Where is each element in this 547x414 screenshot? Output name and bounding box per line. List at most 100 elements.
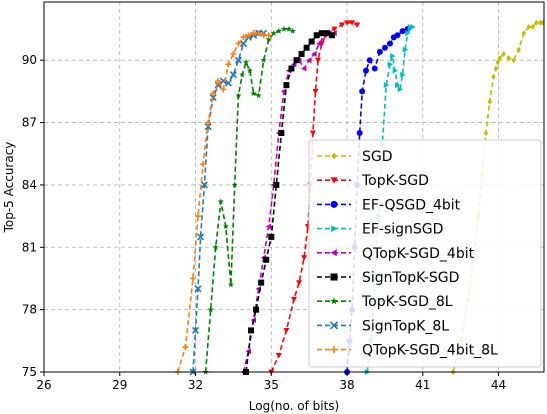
legend-swatch-marker bbox=[331, 225, 338, 233]
legend-label: SignTopK_8L bbox=[362, 318, 449, 334]
data-point-qtopk-sgd-4bit-8l bbox=[205, 119, 212, 126]
x-tick-label: 38 bbox=[339, 378, 354, 392]
data-point-signtopk-sgd bbox=[318, 30, 325, 37]
data-point-signtopk-8l bbox=[204, 123, 212, 131]
data-point-topk-sgd-8l bbox=[235, 92, 242, 99]
legend-label: EF-QSGD_4bit bbox=[362, 197, 461, 213]
data-point-sgd bbox=[511, 57, 516, 64]
y-tick-label: 84 bbox=[22, 178, 37, 192]
data-point-qtopk-sgd-4bit-8l bbox=[220, 86, 227, 93]
data-point-signtopk-sgd bbox=[313, 32, 320, 39]
data-point-topk-sgd bbox=[349, 20, 356, 26]
y-tick-label: 78 bbox=[22, 303, 37, 317]
data-point-sgd bbox=[487, 98, 492, 105]
legend-entry-signtopk-sgd: SignTopK-SGD bbox=[317, 270, 459, 286]
data-point-topk-sgd-8l bbox=[265, 36, 272, 43]
data-point-ef-qsgd-4bit bbox=[371, 65, 378, 72]
data-point-signtopk-sgd bbox=[328, 32, 335, 39]
data-point-topk-sgd-8l bbox=[280, 25, 288, 32]
data-point-topk-sgd bbox=[331, 26, 338, 33]
y-tick-label: 90 bbox=[22, 53, 37, 67]
data-point-signtopk-8l bbox=[229, 71, 237, 79]
data-point-signtopk-sgd bbox=[293, 57, 300, 64]
legend-entry-qtopk-sgd-4bit: QTopK-SGD_4bit bbox=[317, 246, 475, 262]
data-point-qtopk-sgd-4bit-8l bbox=[250, 30, 257, 37]
data-point-topk-sgd-8l bbox=[270, 29, 277, 36]
data-point-topk-sgd bbox=[275, 352, 282, 359]
legend-swatch-marker bbox=[330, 200, 338, 208]
data-point-topk-sgd bbox=[344, 20, 351, 26]
data-point-sgd bbox=[506, 55, 511, 62]
data-point-topk-sgd bbox=[301, 255, 308, 261]
x-tick-label: 35 bbox=[264, 378, 279, 392]
data-point-qtopk-sgd-4bit-8l bbox=[210, 90, 217, 97]
legend-entry-ef-qsgd-4bit: EF-QSGD_4bit bbox=[317, 197, 461, 213]
data-point-topk-sgd-8l bbox=[289, 27, 296, 34]
data-point-qtopk-sgd-4bit-8l bbox=[240, 34, 247, 41]
legend-label: SGD bbox=[362, 149, 393, 165]
data-point-sgd bbox=[493, 65, 499, 72]
data-point-signtopk-8l bbox=[191, 326, 200, 334]
x-tick-label: 32 bbox=[188, 378, 203, 392]
axes-layer bbox=[43, 1, 545, 373]
data-point-sgd bbox=[537, 19, 543, 26]
series-topk-sgd-8l bbox=[202, 25, 296, 375]
legend-label: SignTopK-SGD bbox=[362, 270, 459, 286]
data-point-signtopk-sgd bbox=[253, 306, 260, 313]
x-tick-label: 41 bbox=[415, 378, 430, 392]
data-point-qtopk-sgd-4bit bbox=[311, 50, 317, 57]
data-point-signtopk-sgd bbox=[258, 279, 265, 286]
data-point-qtopk-sgd-4bit-8l bbox=[182, 344, 189, 351]
legend-entry-topk-sgd: TopK-SGD bbox=[317, 173, 429, 189]
legend-swatch-marker bbox=[330, 297, 338, 305]
data-point-ef-qsgd-4bit bbox=[356, 129, 363, 136]
data-point-ef-signsgd bbox=[400, 71, 406, 78]
y-axis-label: Top-5 Accuracy bbox=[2, 142, 16, 234]
data-point-topk-sgd-8l bbox=[285, 25, 293, 32]
data-point-topk-sgd bbox=[314, 57, 321, 64]
data-point-topk-sgd-8l bbox=[255, 92, 262, 99]
data-point-ef-qsgd-4bit bbox=[394, 32, 401, 39]
legend: SGD TopK-SGD EF-QSGD_4bit EF-signSGD QTopK-S… bbox=[308, 139, 542, 368]
legend-swatch-marker bbox=[330, 273, 338, 281]
data-point-ef-signsgd bbox=[410, 23, 416, 30]
x-tick-label: 44 bbox=[491, 378, 506, 392]
data-point-topk-sgd-8l bbox=[250, 90, 257, 97]
data-point-signtopk-sgd bbox=[278, 129, 285, 136]
x-tick-label: 26 bbox=[36, 378, 51, 392]
data-point-topk-sgd-8l bbox=[260, 56, 267, 63]
data-point-topk-sgd-8l bbox=[212, 243, 219, 250]
data-point-ef-signsgd bbox=[402, 46, 409, 53]
legend-entry-ef-signsgd: EF-signSGD bbox=[317, 222, 443, 238]
data-point-ef-signsgd bbox=[405, 30, 411, 37]
data-point-qtopk-sgd-4bit-8l bbox=[225, 61, 232, 68]
data-point-topk-sgd-8l bbox=[246, 67, 253, 74]
data-point-ef-signsgd bbox=[390, 53, 396, 60]
data-point-signtopk-sgd bbox=[308, 38, 315, 45]
legend-swatch-marker bbox=[330, 249, 337, 257]
data-point-qtopk-sgd-4bit-8l bbox=[189, 275, 196, 282]
data-point-topk-sgd bbox=[354, 22, 361, 28]
data-point-qtopk-sgd-4bit-8l bbox=[200, 161, 207, 168]
data-point-ef-qsgd-4bit bbox=[399, 28, 406, 35]
data-point-signtopk-8l bbox=[209, 94, 217, 102]
data-point-topk-sgd bbox=[291, 296, 297, 303]
data-point-signtopk-sgd bbox=[248, 327, 255, 334]
data-point-qtopk-sgd-4bit-8l bbox=[195, 213, 202, 220]
data-point-qtopk-sgd-4bit-8l bbox=[260, 32, 267, 39]
legend-label: TopK-SGD bbox=[361, 173, 429, 189]
y-tick-label: 75 bbox=[22, 365, 37, 379]
data-point-qtopk-sgd-4bit-8l bbox=[235, 40, 242, 47]
legend-entry-signtopk-8l: SignTopK_8L bbox=[317, 318, 449, 334]
data-point-topk-sgd-8l bbox=[239, 71, 246, 78]
data-point-topk-sgd bbox=[283, 328, 290, 334]
data-point-qtopk-sgd-4bit bbox=[306, 57, 312, 64]
data-point-topk-sgd bbox=[296, 280, 303, 286]
data-point-signtopk-8l bbox=[197, 233, 205, 241]
data-point-topk-sgd-8l bbox=[242, 58, 250, 65]
x-axis-label: Log(no. of bits) bbox=[249, 399, 339, 413]
data-point-topk-sgd-8l bbox=[231, 181, 238, 188]
tick-layer: 26 29 32 35 38 41 44 75 78 81 84 87 90 bbox=[22, 53, 506, 392]
y-tick-label: 87 bbox=[22, 116, 37, 130]
